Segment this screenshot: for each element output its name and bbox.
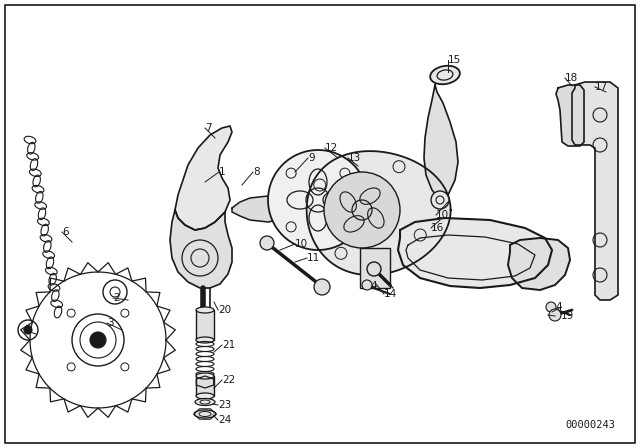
Polygon shape	[572, 82, 618, 300]
Text: 23: 23	[218, 400, 231, 410]
Text: 13: 13	[348, 153, 361, 163]
Circle shape	[24, 326, 32, 334]
Circle shape	[324, 172, 400, 248]
Text: 8: 8	[253, 167, 260, 177]
Text: 7: 7	[205, 123, 212, 133]
Text: 11: 11	[307, 253, 320, 263]
Text: 20: 20	[218, 305, 231, 315]
Circle shape	[90, 332, 106, 348]
Text: 5: 5	[24, 325, 31, 335]
Text: 18: 18	[565, 73, 579, 83]
Text: 4: 4	[370, 281, 376, 291]
Ellipse shape	[196, 337, 214, 343]
Bar	[360, 248, 390, 288]
Circle shape	[549, 309, 561, 321]
Polygon shape	[424, 85, 458, 200]
Polygon shape	[556, 85, 584, 146]
Circle shape	[362, 280, 372, 290]
Ellipse shape	[196, 307, 214, 313]
Ellipse shape	[195, 399, 215, 405]
Circle shape	[431, 191, 449, 209]
Text: 1: 1	[219, 167, 226, 177]
Circle shape	[546, 302, 556, 312]
Polygon shape	[196, 376, 214, 388]
Ellipse shape	[196, 393, 214, 399]
Polygon shape	[170, 210, 232, 288]
Text: 9: 9	[308, 153, 315, 163]
Text: 24: 24	[218, 415, 231, 425]
Circle shape	[268, 150, 368, 250]
Text: 19: 19	[561, 311, 574, 321]
Text: 22: 22	[222, 375, 236, 385]
Text: 00000243: 00000243	[565, 420, 615, 430]
Text: 21: 21	[222, 340, 236, 350]
Polygon shape	[175, 126, 232, 230]
Circle shape	[260, 236, 274, 250]
Polygon shape	[232, 196, 288, 222]
Polygon shape	[508, 238, 570, 290]
Text: 3: 3	[107, 318, 114, 328]
Text: 10: 10	[295, 239, 308, 249]
Ellipse shape	[196, 373, 214, 379]
Bar	[196, 376, 214, 396]
Text: 2: 2	[113, 293, 120, 303]
Polygon shape	[307, 151, 451, 275]
Bar	[196, 310, 214, 340]
Ellipse shape	[194, 410, 216, 418]
Text: 15: 15	[448, 55, 461, 65]
Text: 10: 10	[436, 210, 449, 220]
Text: 12: 12	[325, 143, 339, 153]
Circle shape	[367, 262, 381, 276]
Text: 6: 6	[62, 227, 68, 237]
Text: 16: 16	[431, 223, 444, 233]
Circle shape	[314, 279, 330, 295]
Text: 4: 4	[555, 302, 562, 312]
Polygon shape	[398, 218, 552, 288]
Ellipse shape	[430, 66, 460, 84]
Text: 17: 17	[595, 82, 608, 92]
Text: 14: 14	[384, 289, 397, 299]
